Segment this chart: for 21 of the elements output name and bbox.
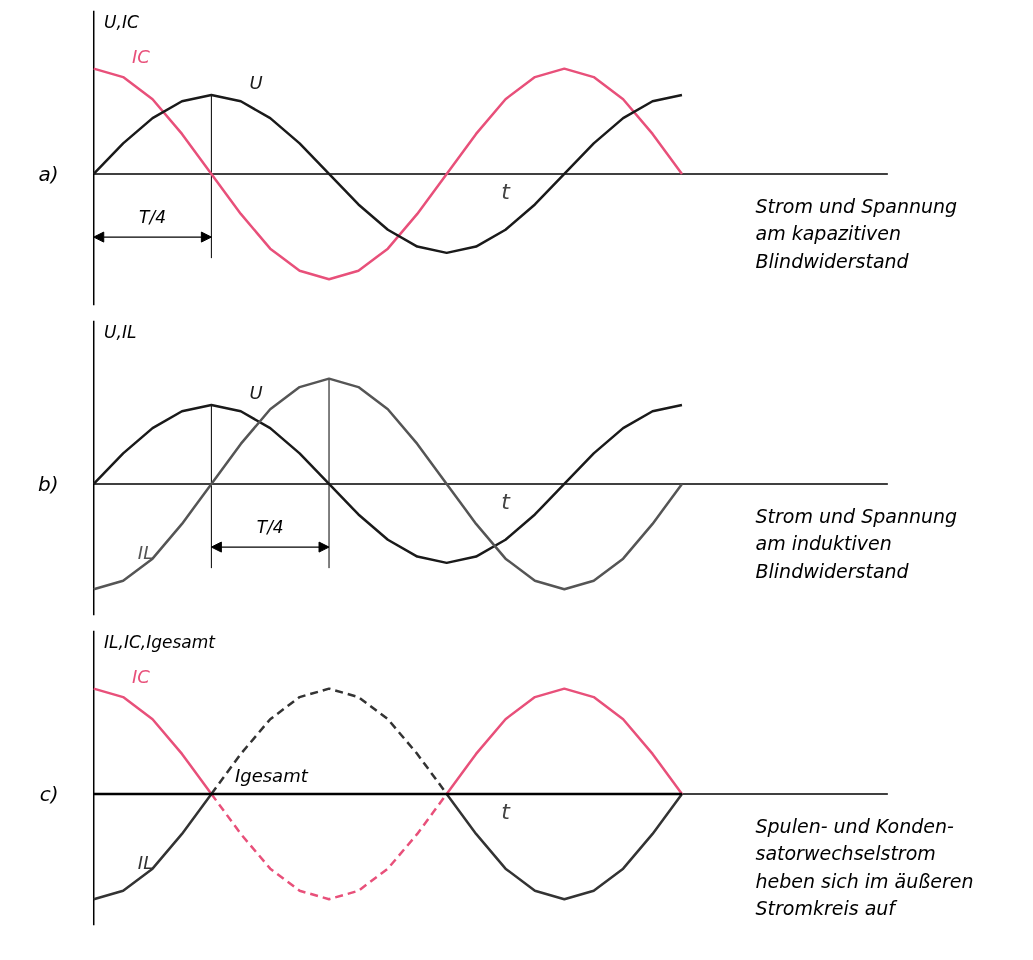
series-label: IC bbox=[131, 45, 151, 67]
y-axis-title: IL,IC,Igesamt bbox=[104, 631, 217, 652]
series-label: Igesamt bbox=[234, 764, 309, 786]
series-label: IL bbox=[137, 541, 154, 563]
annotation: T/4 bbox=[256, 516, 284, 537]
y-axis-title: U,IL bbox=[104, 321, 137, 342]
text: Strom und Spannung am kapazitiven Blindwiderstand bbox=[755, 194, 958, 272]
text: Strom und Spannung am induktiven Blindwiderstand bbox=[755, 504, 958, 582]
y-axis-title: U,IC bbox=[104, 11, 139, 32]
text: a) bbox=[38, 161, 59, 186]
text: b) bbox=[37, 471, 59, 496]
series-label: U bbox=[249, 381, 263, 403]
series-label: IC bbox=[131, 665, 151, 687]
x-axis-title: t bbox=[501, 798, 512, 824]
x-axis-title: t bbox=[501, 178, 512, 204]
annotation: T/4 bbox=[139, 206, 167, 227]
text: Spulen- und Konden- satorwechselstrom heben sich im äußeren Stromkreis auf bbox=[755, 814, 974, 920]
series-label: IL bbox=[137, 851, 154, 873]
series-label: U bbox=[249, 71, 263, 93]
x-axis-title: t bbox=[501, 488, 512, 514]
text: c) bbox=[39, 781, 59, 806]
